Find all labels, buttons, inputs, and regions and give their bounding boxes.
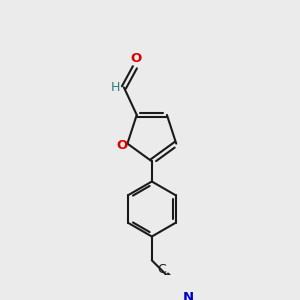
Text: O: O bbox=[116, 139, 128, 152]
Text: O: O bbox=[130, 52, 142, 65]
Text: H: H bbox=[111, 81, 120, 94]
Text: N: N bbox=[183, 290, 194, 300]
Text: C: C bbox=[158, 263, 166, 276]
